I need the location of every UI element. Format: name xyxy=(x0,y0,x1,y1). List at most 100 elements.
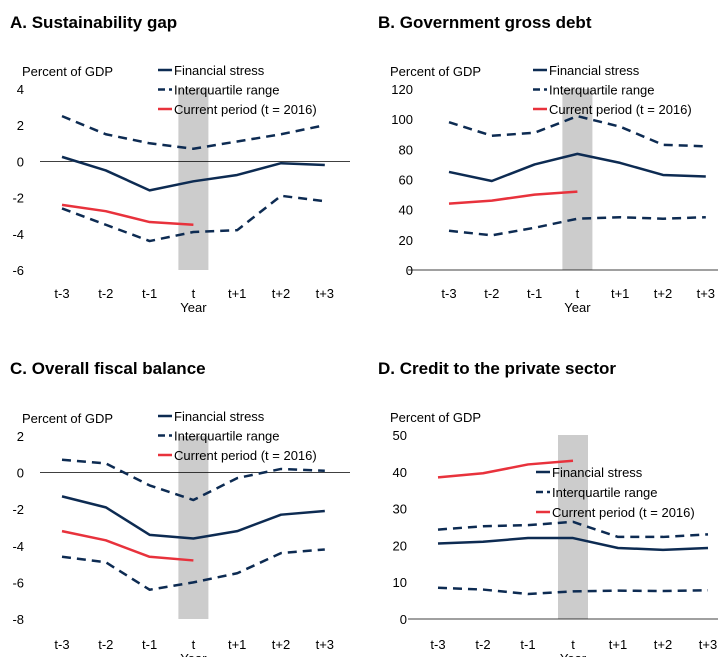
chart-title: A. Sustainability gap xyxy=(10,13,177,32)
series-interquartile-range xyxy=(61,458,325,502)
x-tick-label: t-2 xyxy=(484,286,499,301)
series-current-period xyxy=(448,190,578,205)
series-financial-stress xyxy=(61,495,325,540)
chart-panel: B. Government gross debt Percent of GDP 12… xyxy=(378,13,718,315)
legend-label: Interquartile range xyxy=(174,429,280,444)
legend-label: Interquartile range xyxy=(552,485,658,500)
x-tick-label: t-2 xyxy=(98,637,113,652)
y-tick-label: 4 xyxy=(17,82,24,97)
x-tick-label: t+1 xyxy=(609,637,627,652)
x-axis-label: Year xyxy=(180,651,207,657)
series-interquartile-range xyxy=(437,586,709,596)
y-axis-label: Percent of GDP xyxy=(22,64,113,79)
chart-title: B. Government gross debt xyxy=(378,13,592,32)
y-tick-label: -2 xyxy=(12,502,24,517)
y-tick-label: 20 xyxy=(399,233,413,248)
x-tick-label: t+3 xyxy=(316,286,334,301)
legend-label: Financial stress xyxy=(174,409,265,424)
series-current-period xyxy=(61,203,194,226)
chart-panel: A. Sustainability gap Percent of GDP 4 2 0 -2… xyxy=(10,13,350,315)
chart-title: D. Credit to the private sector xyxy=(378,359,616,378)
x-tick-label: t xyxy=(576,286,580,301)
y-tick-label: -4 xyxy=(12,227,24,242)
y-tick-label: -6 xyxy=(12,263,24,278)
x-tick-label: t-2 xyxy=(98,286,113,301)
shaded-band xyxy=(178,436,209,619)
x-tick-label: t xyxy=(571,637,575,652)
y-tick-label: 2 xyxy=(17,118,24,133)
x-axis-label: Year xyxy=(560,651,587,657)
shaded-band xyxy=(558,435,588,619)
legend-label: Current period (t = 2016) xyxy=(174,102,317,117)
x-tick-label: t-3 xyxy=(54,637,69,652)
y-tick-label: 100 xyxy=(391,112,413,127)
x-tick-label: t+2 xyxy=(272,286,290,301)
series-interquartile-range xyxy=(448,215,706,237)
y-tick-label: 0 xyxy=(17,154,24,169)
x-tick-label: t+2 xyxy=(654,637,672,652)
x-tick-label: t+3 xyxy=(316,637,334,652)
x-tick-label: t-3 xyxy=(54,286,69,301)
x-tick-label: t-2 xyxy=(475,637,490,652)
chart-panel: C. Overall fiscal balance Percent of GDP 2… xyxy=(10,359,350,662)
y-tick-label: -4 xyxy=(12,539,24,554)
legend-label: Current period (t = 2016) xyxy=(174,448,317,463)
legend-label: Current period (t = 2016) xyxy=(549,102,692,117)
x-tick-label: t xyxy=(192,637,196,652)
y-tick-label: -2 xyxy=(12,191,24,206)
x-tick-label: t+3 xyxy=(697,286,715,301)
y-tick-label: 120 xyxy=(391,82,413,97)
x-tick-label: t+3 xyxy=(699,637,717,652)
x-tick-label: t-3 xyxy=(441,286,456,301)
y-tick-label: 0 xyxy=(406,263,413,278)
x-tick-label: t-1 xyxy=(142,637,157,652)
series-interquartile-range xyxy=(61,548,325,591)
series-financial-stress xyxy=(448,152,706,183)
y-tick-label: -6 xyxy=(12,575,24,590)
x-axis-label: Year xyxy=(564,300,591,315)
x-axis-label: Year xyxy=(180,300,207,315)
x-tick-label: t-3 xyxy=(430,637,445,652)
legend-label: Current period (t = 2016) xyxy=(552,505,695,520)
series-current-period xyxy=(61,529,194,562)
y-tick-label: -8 xyxy=(12,612,24,627)
chart-panel: D. Credit to the private sector Percent o… xyxy=(378,359,718,662)
legend-label: Financial stress xyxy=(552,465,643,480)
y-tick-label: 10 xyxy=(393,575,407,590)
legend-label: Financial stress xyxy=(549,63,640,78)
series-interquartile-range xyxy=(61,114,326,150)
x-tick-label: t-1 xyxy=(520,637,535,652)
legend-label: Interquartile range xyxy=(549,83,655,98)
y-tick-label: 20 xyxy=(393,538,407,553)
y-tick-label: 2 xyxy=(17,429,24,444)
x-tick-label: t+1 xyxy=(228,637,246,652)
y-tick-label: 50 xyxy=(393,428,407,443)
legend-label: Interquartile range xyxy=(174,83,280,98)
y-tick-label: 40 xyxy=(399,203,413,218)
x-tick-label: t+1 xyxy=(228,286,246,301)
series-interquartile-range xyxy=(61,194,325,243)
y-tick-label: 0 xyxy=(17,466,24,481)
legend-label: Financial stress xyxy=(174,63,265,78)
series-financial-stress xyxy=(437,536,709,552)
y-tick-label: 60 xyxy=(399,173,413,188)
y-tick-label: 40 xyxy=(393,465,407,480)
series-financial-stress xyxy=(61,155,325,192)
y-axis-label: Percent of GDP xyxy=(22,411,113,426)
series-interquartile-range xyxy=(437,520,709,539)
x-tick-label: t-1 xyxy=(142,286,157,301)
y-tick-label: 0 xyxy=(400,612,407,627)
y-axis-label: Percent of GDP xyxy=(390,64,481,79)
y-tick-label: 30 xyxy=(393,502,407,517)
x-tick-label: t+2 xyxy=(272,637,290,652)
x-tick-label: t+2 xyxy=(654,286,672,301)
x-tick-label: t-1 xyxy=(527,286,542,301)
x-tick-label: t+1 xyxy=(611,286,629,301)
series-current-period xyxy=(437,459,574,479)
chart-title: C. Overall fiscal balance xyxy=(10,359,206,378)
y-tick-label: 80 xyxy=(399,142,413,157)
x-tick-label: t xyxy=(192,286,196,301)
y-axis-label: Percent of GDP xyxy=(390,410,481,425)
